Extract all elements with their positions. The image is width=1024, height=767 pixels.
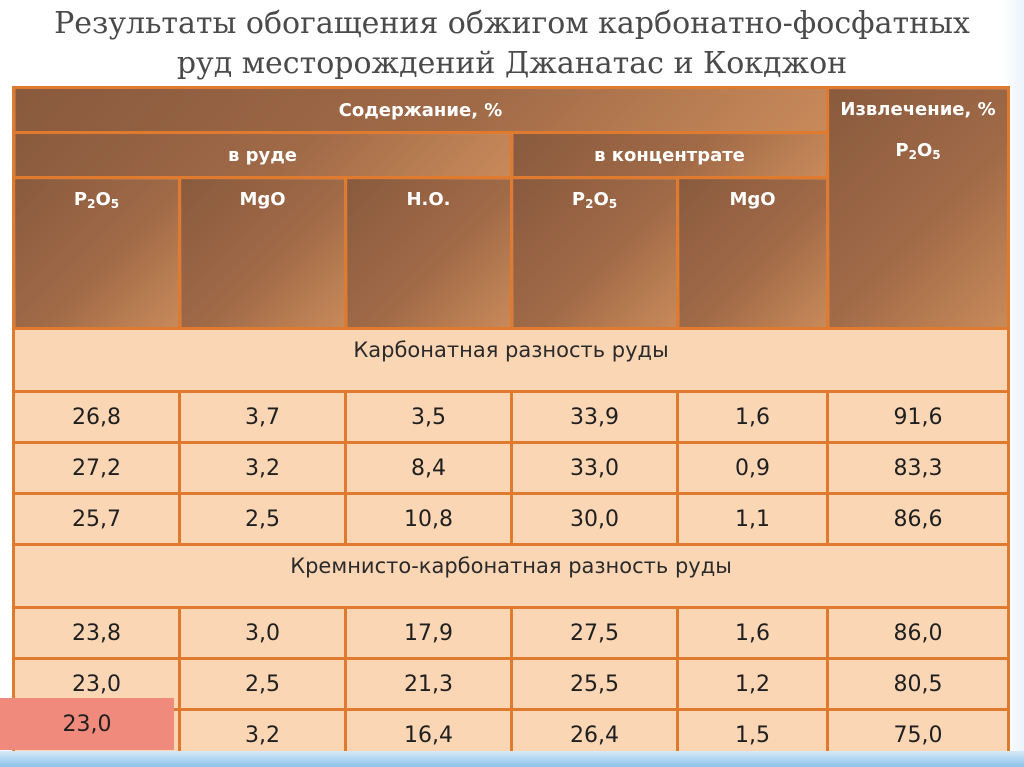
header-extraction-p2o5: P2O5 (895, 140, 941, 162)
table-cell: 80,5 (826, 657, 1011, 711)
col-conc-p2o5: P2O5 (510, 176, 679, 330)
table-cell: 0,9 (675, 441, 830, 495)
slide-title: Результаты обогащения обжигом карбонатно… (0, 4, 1024, 84)
table-cell: 1,2 (675, 657, 830, 711)
slide-bottom-bar (0, 751, 1024, 767)
group-carbonate: Карбонатная разность руды (11, 327, 1011, 393)
table-cell: 1,6 (675, 606, 830, 660)
table-cell: 2,5 (178, 492, 347, 546)
table-row: 25,7 2,5 10,8 30,0 1,1 86,6 (12, 492, 1011, 546)
header-in-concentrate-label: в концентрате (594, 144, 745, 166)
header-content: Содержание, % (11, 86, 830, 134)
table-cell: 10,8 (344, 492, 513, 546)
header-in-ore-label: в руде (227, 144, 298, 166)
table-cell: 21,3 (344, 657, 513, 711)
table-cell: 1,1 (675, 492, 830, 546)
table-cell: 26,8 (12, 390, 181, 444)
header-extraction-label: Извлечение, % (840, 99, 996, 120)
table-cell: 3,7 (178, 390, 347, 444)
table-cell: 91,6 (826, 390, 1011, 444)
table-cell: 33,0 (510, 441, 679, 495)
table-cell: 3,0 (178, 606, 347, 660)
table-cell: 27,2 (12, 441, 181, 495)
table-cell: 2,5 (178, 657, 347, 711)
table-cell: 25,5 (510, 657, 679, 711)
table-cell: 30,0 (510, 492, 679, 546)
table-row: 23,0 2,5 21,3 25,5 1,2 80,5 (12, 657, 1011, 711)
col-ore-mgo: MgO (178, 176, 347, 330)
table-cell: 25,7 (12, 492, 181, 546)
table-cell: 17,9 (344, 606, 513, 660)
header-in-concentrate: в концентрате (509, 131, 830, 179)
table-row: 26,8 3,7 3,5 33,9 1,6 91,6 (12, 390, 1011, 444)
header-extraction: Извлечение, % P2O5 (826, 86, 1011, 330)
results-table: Содержание, % Извлечение, % P2O5 в руде … (11, 86, 1011, 762)
highlighted-cell: 23,0 (0, 698, 174, 750)
table-cell: 33,9 (510, 390, 679, 444)
group-siliceous: Кремнисто-карбонатная разность руды (11, 543, 1011, 609)
title-line-2: руд месторождений Джанатас и Кокджон (176, 46, 848, 81)
header-content-label: Содержание, % (338, 99, 503, 121)
table-row: 23,8 3,0 17,9 27,5 1,6 86,0 (12, 606, 1011, 660)
header-in-ore: в руде (12, 131, 513, 179)
col-ore-p2o5: P2O5 (12, 176, 181, 330)
table-cell: 3,2 (178, 441, 347, 495)
table-cell: 83,3 (826, 441, 1011, 495)
title-line-1: Результаты обогащения обжигом карбонатно… (54, 6, 970, 41)
col-conc-mgo: MgO (675, 176, 830, 330)
table-cell: 27,5 (510, 606, 679, 660)
table-cell: 23,8 (12, 606, 181, 660)
table-cell: 3,5 (344, 390, 513, 444)
table-cell: 1,6 (675, 390, 830, 444)
col-ore-no: Н.О. (344, 176, 513, 330)
table-cell: 8,4 (344, 441, 513, 495)
table-cell: 86,0 (826, 606, 1011, 660)
table-row: 27,2 3,2 8,4 33,0 0,9 83,3 (12, 441, 1011, 495)
table-cell: 86,6 (826, 492, 1011, 546)
